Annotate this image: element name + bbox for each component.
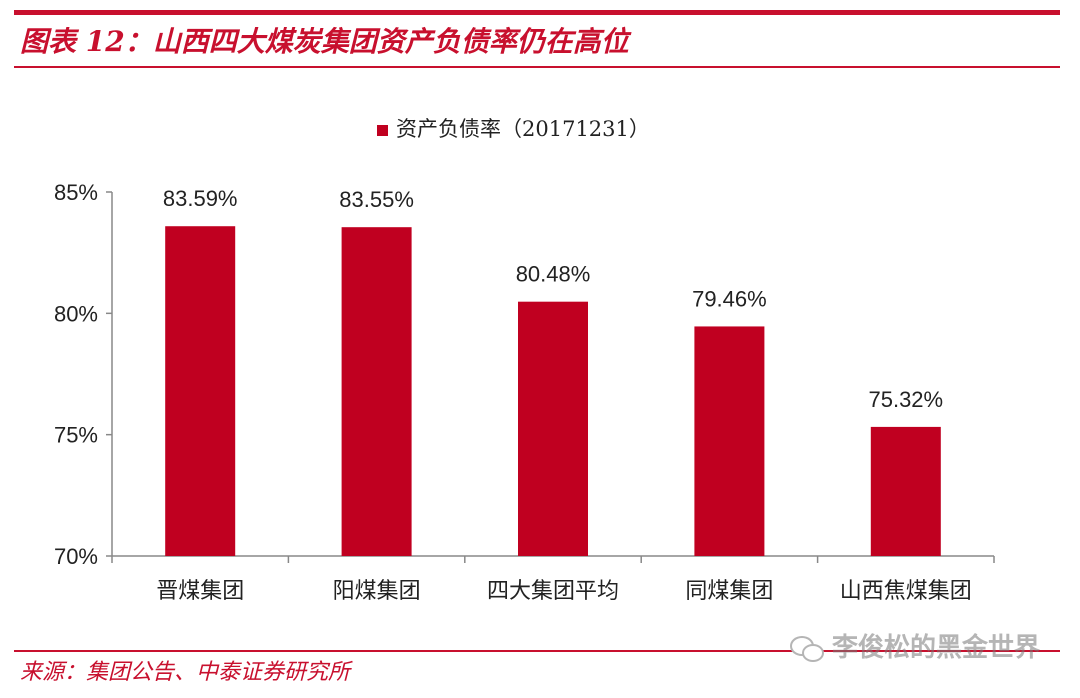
y-tick-label: 80% xyxy=(54,301,98,326)
bar-chart: 资产负债率（20171231） 70% 75% 80% 85% 83.59% 晋煤集团 83.… xyxy=(54,117,995,604)
category-label: 山西焦煤集团 xyxy=(840,579,972,604)
y-tick-label: 85% xyxy=(54,180,98,205)
category-label: 四大集团平均 xyxy=(487,579,619,604)
bar xyxy=(694,326,765,556)
data-label: 79.46% xyxy=(692,286,767,311)
category-label: 阳煤集团 xyxy=(333,579,421,604)
source-note: 来源：集团公告、中泰证券研究所 xyxy=(20,660,351,685)
bar xyxy=(518,301,588,556)
wechat-icon xyxy=(790,634,824,662)
bar xyxy=(870,426,941,556)
watermark: 李俊松的黑金世界 xyxy=(790,628,1040,668)
watermark-text: 李俊松的黑金世界 xyxy=(832,633,1041,663)
y-tick-label: 75% xyxy=(54,423,98,448)
data-label: 83.59% xyxy=(163,186,238,211)
data-label: 75.32% xyxy=(868,387,943,412)
category-label: 同煤集团 xyxy=(685,579,773,604)
bar xyxy=(341,227,412,557)
category-label: 晋煤集团 xyxy=(156,579,244,604)
legend-swatch xyxy=(377,125,388,136)
legend-label: 资产负债率（20171231） xyxy=(396,117,650,141)
chart-title: 图表 12：山西四大煤炭集团资产负债率仍在高位 xyxy=(20,25,629,58)
top-rule xyxy=(14,10,1060,15)
data-label: 80.48% xyxy=(516,262,591,287)
title-rule xyxy=(14,66,1060,68)
data-label: 83.55% xyxy=(339,187,414,212)
y-tick-label: 70% xyxy=(54,544,98,569)
footer-rule xyxy=(14,650,1060,652)
bar xyxy=(165,226,236,556)
